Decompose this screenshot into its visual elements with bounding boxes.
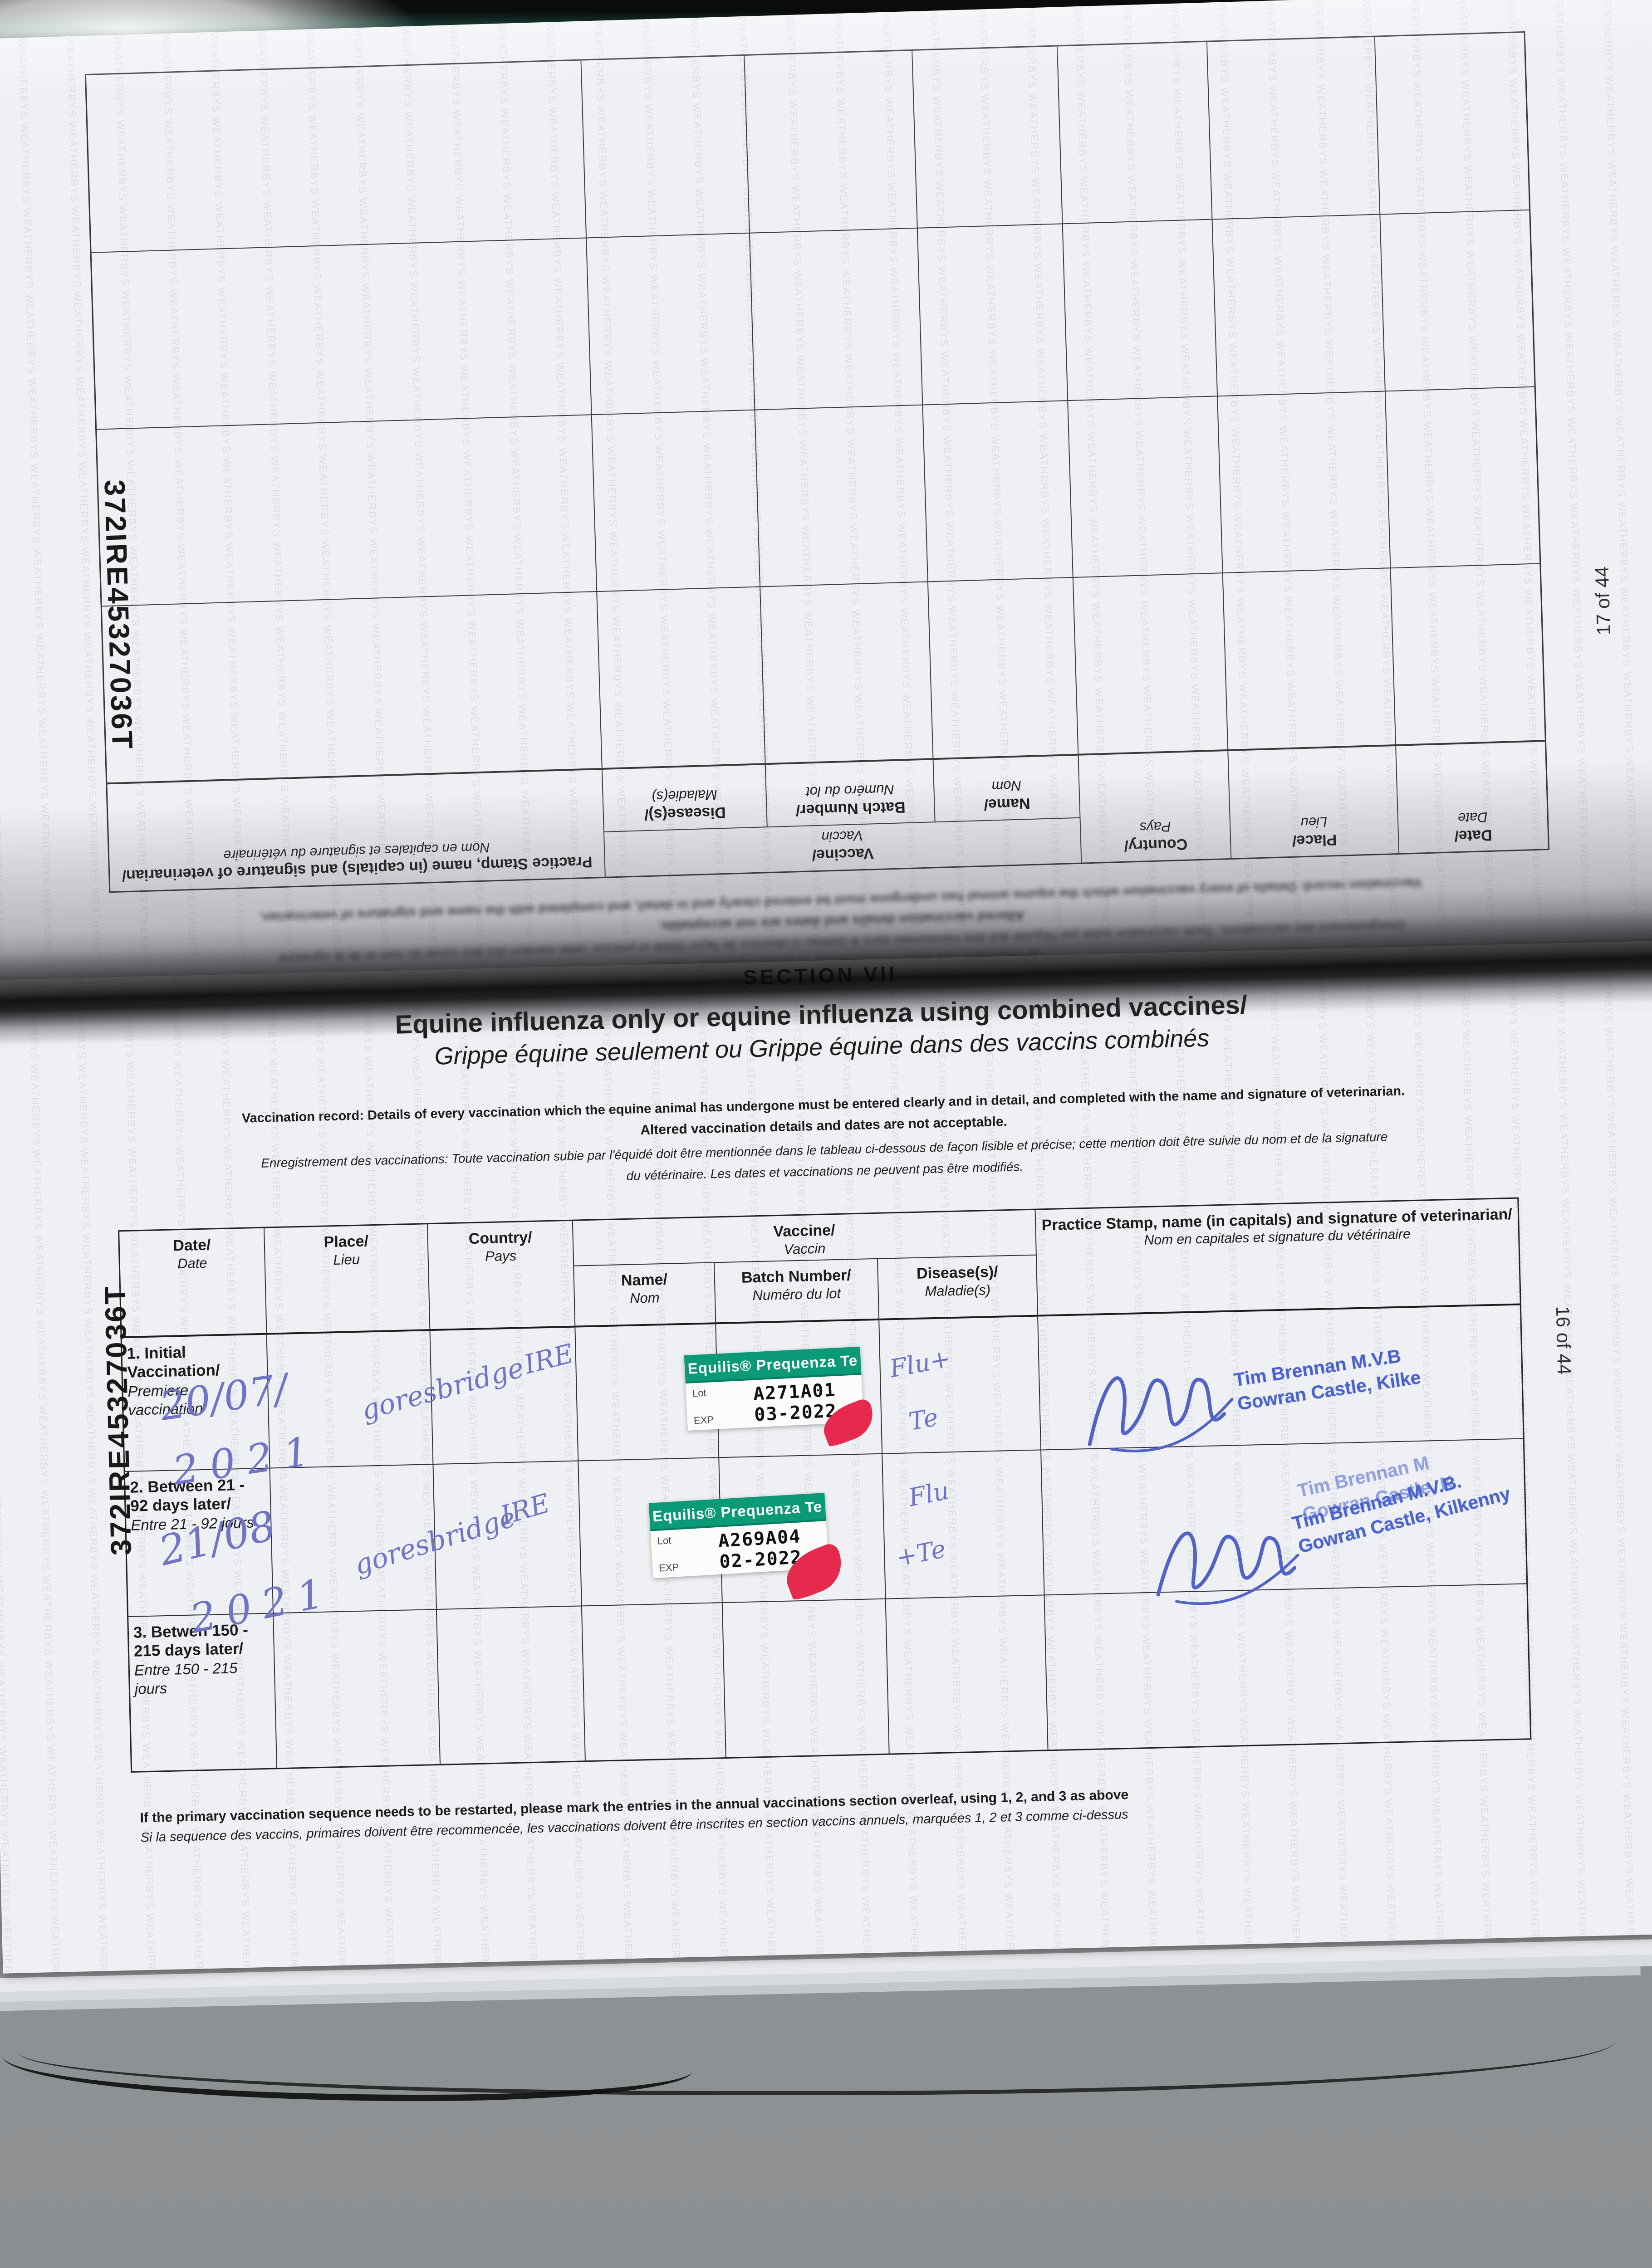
empty-cell — [1067, 396, 1222, 577]
sticker-lot-label: Lot — [657, 1534, 672, 1547]
sticker-exp-label: EXP — [658, 1561, 679, 1574]
empty-cell — [882, 1450, 1045, 1599]
header-name-en: Name/ — [621, 1271, 668, 1290]
empty-cell — [591, 409, 760, 591]
empty-cell — [102, 591, 602, 783]
page-16-section-vii: WEATHERBYS WEATHERBYS WEATHERBYS WEATHER… — [0, 941, 1652, 1974]
header-batch-en: Batch Number/ — [741, 1266, 852, 1286]
header-batch: Batch Number/ Numéro du lot — [715, 1259, 880, 1325]
page-17-upside-down: WEATHERBYS WEATHERBYS WEATHERBYS WEATHER… — [0, 0, 1652, 1001]
header-name-fr: Nom — [629, 1289, 660, 1306]
empty-cell — [749, 227, 922, 410]
empty-cell — [274, 1609, 441, 1768]
header-batch: Batch Number/ Numéro du lot — [765, 758, 935, 827]
veterinarian-signature-row1 — [1088, 1376, 1234, 1452]
header-place: Place/ Lieu — [1227, 744, 1399, 858]
empty-cell — [1390, 563, 1545, 745]
empty-cell — [580, 55, 749, 238]
header-date-en: Date/ — [172, 1236, 211, 1255]
row3-label-fr: Entre 150 - 215 jours — [134, 1659, 238, 1697]
veterinarian-signature-row2 — [1156, 1531, 1299, 1605]
sticker-body: Lot A271A01 03-2022 EXP — [686, 1375, 880, 1448]
header-disease: Disease(s)/ Maladie(s) — [878, 1255, 1039, 1320]
empty-cell — [912, 46, 1062, 228]
empty-cell — [744, 50, 917, 233]
empty-cell — [760, 581, 933, 763]
header-country-en: Country/ — [468, 1228, 533, 1248]
empty-cell — [922, 400, 1073, 582]
empty-cell — [97, 414, 597, 606]
empty-cell — [1222, 567, 1395, 750]
sticker-exp-label: EXP — [693, 1414, 714, 1427]
cover-edge-curve — [18, 2023, 1615, 2095]
sticker-body: Lot A269A04 02-2022 EXP — [650, 1521, 850, 1602]
empty-cell — [927, 577, 1078, 758]
handwritten-disease-row1-line2: Te — [907, 1403, 941, 1436]
header-date-fr: Date — [177, 1255, 207, 1271]
sticker-exp-value: 03-2022 — [754, 1400, 838, 1426]
header-country: Country/ Pays — [1078, 749, 1231, 863]
cover-edge-curve — [2, 2036, 692, 2101]
header-disease-fr: Maladie(s) — [924, 1281, 991, 1300]
empty-cell — [86, 61, 586, 252]
empty-cell — [1217, 391, 1390, 573]
page-17-content: Vaccination record: Details of every vac… — [0, 0, 1652, 1001]
passport-number-page16: 372IRE45327036T — [98, 1284, 137, 1556]
empty-cell — [1062, 219, 1217, 401]
empty-cell — [917, 223, 1068, 405]
header-disease: Disease(s)/ Maladie(s) — [601, 763, 767, 831]
header-date: Date/ Date — [119, 1228, 267, 1339]
empty-cell — [879, 1316, 1042, 1454]
empty-cell — [1057, 42, 1212, 224]
empty-cell — [1379, 209, 1534, 391]
header-name: Name/ Nom — [932, 753, 1080, 822]
header-practice-stamp: Practice Stamp, name (in capitals) and s… — [1035, 1198, 1520, 1317]
page-number-page17: 17 of 44 — [1591, 566, 1615, 635]
empty-cell — [586, 232, 755, 415]
vaccine-sticker-row2: Equilis® Prequenza Te Lot A269A04 02-202… — [648, 1493, 850, 1602]
empty-cell — [1206, 37, 1380, 219]
sticker-lot-label: Lot — [692, 1387, 707, 1399]
empty-cell — [1384, 386, 1540, 568]
header-place: Place/ Lieu — [265, 1224, 431, 1335]
empty-cell — [91, 237, 591, 429]
empty-cell — [582, 1603, 726, 1761]
header-practice-stamp: Practice Stamp, name (in capitals) and s… — [107, 767, 605, 892]
empty-cell — [596, 586, 765, 768]
header-place-fr: Lieu — [333, 1251, 360, 1268]
empty-cell — [1374, 32, 1529, 214]
empty-cell — [1072, 572, 1228, 754]
vaccination-table-page17: Date/ Date Place/ Lieu Country/ Pays Vac… — [84, 31, 1550, 893]
empty-cell — [1211, 214, 1385, 396]
header-country: Country/ Pays — [427, 1221, 576, 1331]
empty-cell — [436, 1606, 586, 1764]
empty-cell — [886, 1595, 1049, 1754]
vaccine-sticker-row1: Equilis® Prequenza Te Lot A271A01 03-202… — [684, 1346, 880, 1448]
header-name: Name/ Nom — [574, 1263, 716, 1328]
empty-cell — [722, 1599, 890, 1758]
empty-cell — [754, 404, 927, 587]
header-date: Date/ Date — [1395, 740, 1548, 853]
page-number-page16: 16 of 44 — [1552, 1305, 1575, 1375]
header-country-fr: Pays — [485, 1247, 517, 1265]
